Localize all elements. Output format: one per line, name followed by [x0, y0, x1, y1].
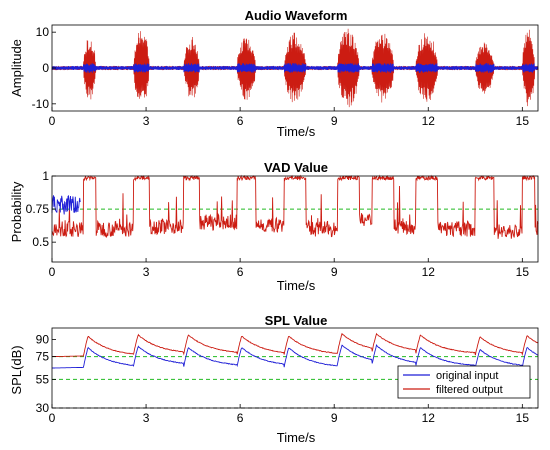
y-tick-label: 75	[36, 350, 50, 364]
x-tick-label: 12	[422, 114, 436, 128]
x-tick-label: 3	[143, 265, 150, 279]
x-tick-label: 9	[331, 411, 338, 425]
spl-title: SPL Value	[265, 313, 328, 328]
x-tick-label: 0	[49, 411, 56, 425]
x-tick-label: 15	[516, 265, 530, 279]
waveform-ticks: 0 3 6 9 12 15 10 0 -10	[32, 24, 539, 128]
vad-panel: VAD Value Time/s Probability 0 3 6 9 12 15 1 0.…	[9, 160, 539, 293]
x-tick-label: 6	[237, 114, 244, 128]
y-tick-label: 0.75	[26, 202, 50, 216]
waveform-marks	[51, 28, 539, 108]
waveform-xlabel: Time/s	[277, 124, 316, 139]
x-tick-label: 12	[422, 411, 436, 425]
x-tick-label: 15	[516, 411, 530, 425]
spl-panel: SPL Value Time/s SPL(dB) 0 3 6 9 12 15 90 75 55 3…	[9, 313, 539, 445]
vad-marks	[51, 174, 539, 239]
y-tick-label: 30	[36, 401, 50, 415]
y-tick-label: 90	[36, 332, 50, 346]
waveform-series-original	[51, 63, 539, 73]
x-tick-label: 0	[49, 265, 56, 279]
axes-frame	[51, 175, 539, 263]
x-tick-label: 6	[237, 411, 244, 425]
vad-series-filtered	[51, 174, 539, 239]
y-tick-label: 0.5	[32, 235, 49, 249]
spl-xlabel: Time/s	[277, 430, 316, 445]
vad-xlabel: Time/s	[277, 278, 316, 293]
spl-series-filtered	[52, 332, 539, 358]
vad-title: VAD Value	[264, 160, 328, 175]
spl-ticks: 0 3 6 9 12 15 90 75 55 30	[36, 327, 539, 425]
waveform-panel: Audio Waveform Time/s Amplitude 0 3 6 9 12 15…	[9, 8, 539, 139]
y-tick-label: -10	[32, 97, 50, 111]
x-tick-label: 9	[331, 265, 338, 279]
y-tick-label: 10	[36, 25, 50, 39]
x-tick-label: 9	[331, 114, 338, 128]
y-tick-label: 55	[36, 372, 50, 386]
y-tick-label: 0	[42, 61, 49, 75]
x-tick-label: 0	[49, 114, 56, 128]
vad-series-original	[51, 195, 81, 215]
x-tick-label: 12	[422, 265, 436, 279]
y-tick-label: 1	[42, 169, 49, 183]
spl-legend: original input filtered output	[397, 365, 531, 399]
spl-ylabel: SPL(dB)	[9, 345, 24, 394]
waveform-ylabel: Amplitude	[9, 39, 24, 97]
legend-box	[397, 365, 531, 399]
x-tick-label: 3	[143, 114, 150, 128]
spl-series-original	[52, 344, 539, 369]
legend-entry-original: original input	[436, 370, 498, 382]
x-tick-label: 6	[237, 265, 244, 279]
x-tick-label: 3	[143, 411, 150, 425]
axes-frame	[51, 327, 539, 409]
vad-ticks: 0 3 6 9 12 15 1 0.75 0.5	[26, 169, 539, 279]
x-tick-label: 15	[516, 114, 530, 128]
waveform-title: Audio Waveform	[245, 8, 348, 23]
legend-entry-filtered: filtered output	[436, 384, 503, 396]
vad-ylabel: Probability	[9, 181, 24, 242]
